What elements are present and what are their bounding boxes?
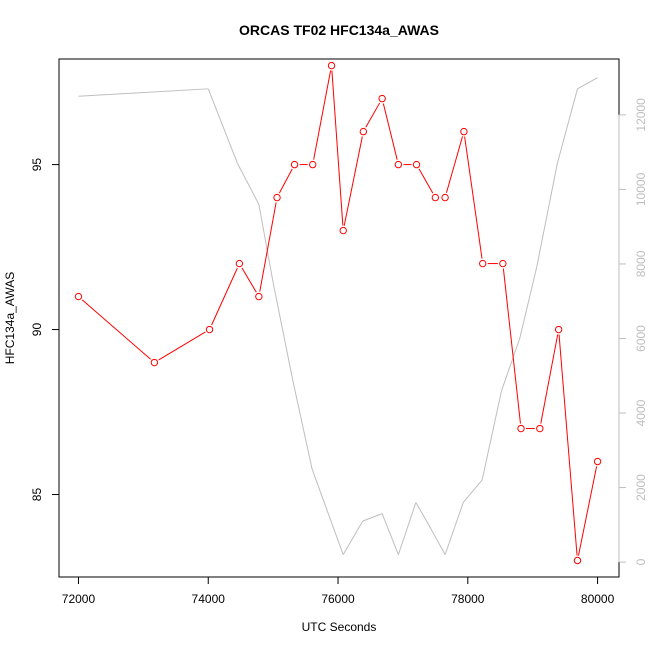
x-axis-label: UTC Seconds <box>302 620 377 634</box>
gray-series-segment <box>362 513 383 522</box>
gray-series-segment <box>536 163 558 268</box>
x-tick-label: 78000 <box>451 592 485 606</box>
red-series-segment <box>331 70 344 226</box>
gray-series-segment <box>292 379 313 470</box>
red-data-point <box>554 325 563 334</box>
y2-tick-label: 10000 <box>634 172 648 206</box>
red-data-point <box>273 193 281 202</box>
gray-series-segment <box>311 468 329 514</box>
y2-tick-label: 2000 <box>634 474 648 501</box>
chart-title: ORCAS TF02 HFC134a_AWAS <box>239 22 439 38</box>
red-data-point <box>441 193 449 202</box>
gray-series-segment <box>327 513 344 555</box>
gray-series-segment <box>462 479 483 503</box>
red-series-segment <box>158 331 206 361</box>
gray-series-segment <box>577 77 598 90</box>
gray-series-segment <box>397 502 417 555</box>
red-series-segment <box>343 136 363 226</box>
red-data-point <box>74 292 83 301</box>
red-data-point <box>593 457 602 466</box>
x-axis: 72000 74000 76000 78000 80000 <box>62 576 615 606</box>
gray-series-segment <box>258 204 274 283</box>
gray-series-segment <box>519 267 538 339</box>
red-series-segment <box>540 334 559 424</box>
gray-series-segment <box>78 88 209 97</box>
red-data-point <box>339 226 347 235</box>
red-data-point <box>290 160 299 169</box>
gray-series-segment <box>381 513 399 555</box>
red-series-segment <box>259 202 277 292</box>
red-data-point <box>205 325 214 334</box>
red-data-point <box>309 160 317 169</box>
plot-frame <box>58 58 620 578</box>
gray-series-segment <box>342 520 364 555</box>
y-axis-right: 0 2000 4000 6000 8000 10000 12000 <box>618 98 648 565</box>
y-tick-label: 95 <box>30 158 44 172</box>
red-data-point <box>412 160 421 169</box>
red-series-segment <box>241 267 257 293</box>
red-data-point <box>378 94 386 103</box>
red-data-point <box>150 358 159 367</box>
red-data-point <box>394 160 403 169</box>
red-data-point <box>479 259 487 268</box>
x-tick-label: 72000 <box>62 592 96 606</box>
gray-series-segment <box>207 88 238 164</box>
red-series-segment <box>211 267 238 326</box>
red-series-segment <box>502 268 521 424</box>
gray-series-segment <box>272 282 294 380</box>
red-series-segment <box>577 466 598 556</box>
red-data-point <box>460 127 468 136</box>
red-series-segment <box>365 102 381 128</box>
y2-tick-label: 4000 <box>634 399 648 426</box>
red-data-point <box>517 424 525 433</box>
gray-series-segment <box>444 502 464 555</box>
red-series-segment <box>464 136 483 259</box>
red-series-segment <box>278 168 293 194</box>
gray-series-segment <box>237 163 260 205</box>
y-tick-label: 90 <box>30 323 44 337</box>
red-series-segment <box>382 103 398 160</box>
red-data-point <box>327 61 336 70</box>
red-data-point <box>235 259 244 268</box>
gray-series-segment <box>415 502 432 529</box>
red-data-point <box>499 259 507 268</box>
red-data-point <box>431 193 440 202</box>
red-data-point <box>255 292 263 301</box>
y2-tick-label: 8000 <box>634 250 648 277</box>
red-data-point <box>359 127 368 136</box>
gray-series-segment <box>556 88 578 164</box>
red-series-segment <box>81 299 151 360</box>
x-tick-label: 74000 <box>192 592 226 606</box>
gray-series-segment <box>430 528 446 555</box>
gray-series-segment <box>501 338 521 391</box>
y-axis-label: HFC134a_AWAS <box>3 272 17 364</box>
gray-series-segment <box>481 390 503 481</box>
x-tick-label: 76000 <box>321 592 355 606</box>
red-series-segment <box>418 168 434 194</box>
red-series-segment <box>313 70 332 160</box>
y-axis-left: 85 90 95 <box>30 158 60 502</box>
y2-tick-label: 12000 <box>634 98 648 132</box>
y2-tick-label: 6000 <box>634 325 648 352</box>
red-series-segment <box>445 136 464 193</box>
right-series-group <box>78 77 598 555</box>
red-series-segment <box>558 334 578 556</box>
left-series-group <box>74 61 602 565</box>
x-tick-label: 80000 <box>581 592 615 606</box>
y2-tick-label: 0 <box>634 558 648 565</box>
red-data-point <box>573 556 582 565</box>
y-tick-label: 85 <box>30 488 44 502</box>
red-data-point <box>536 424 544 433</box>
